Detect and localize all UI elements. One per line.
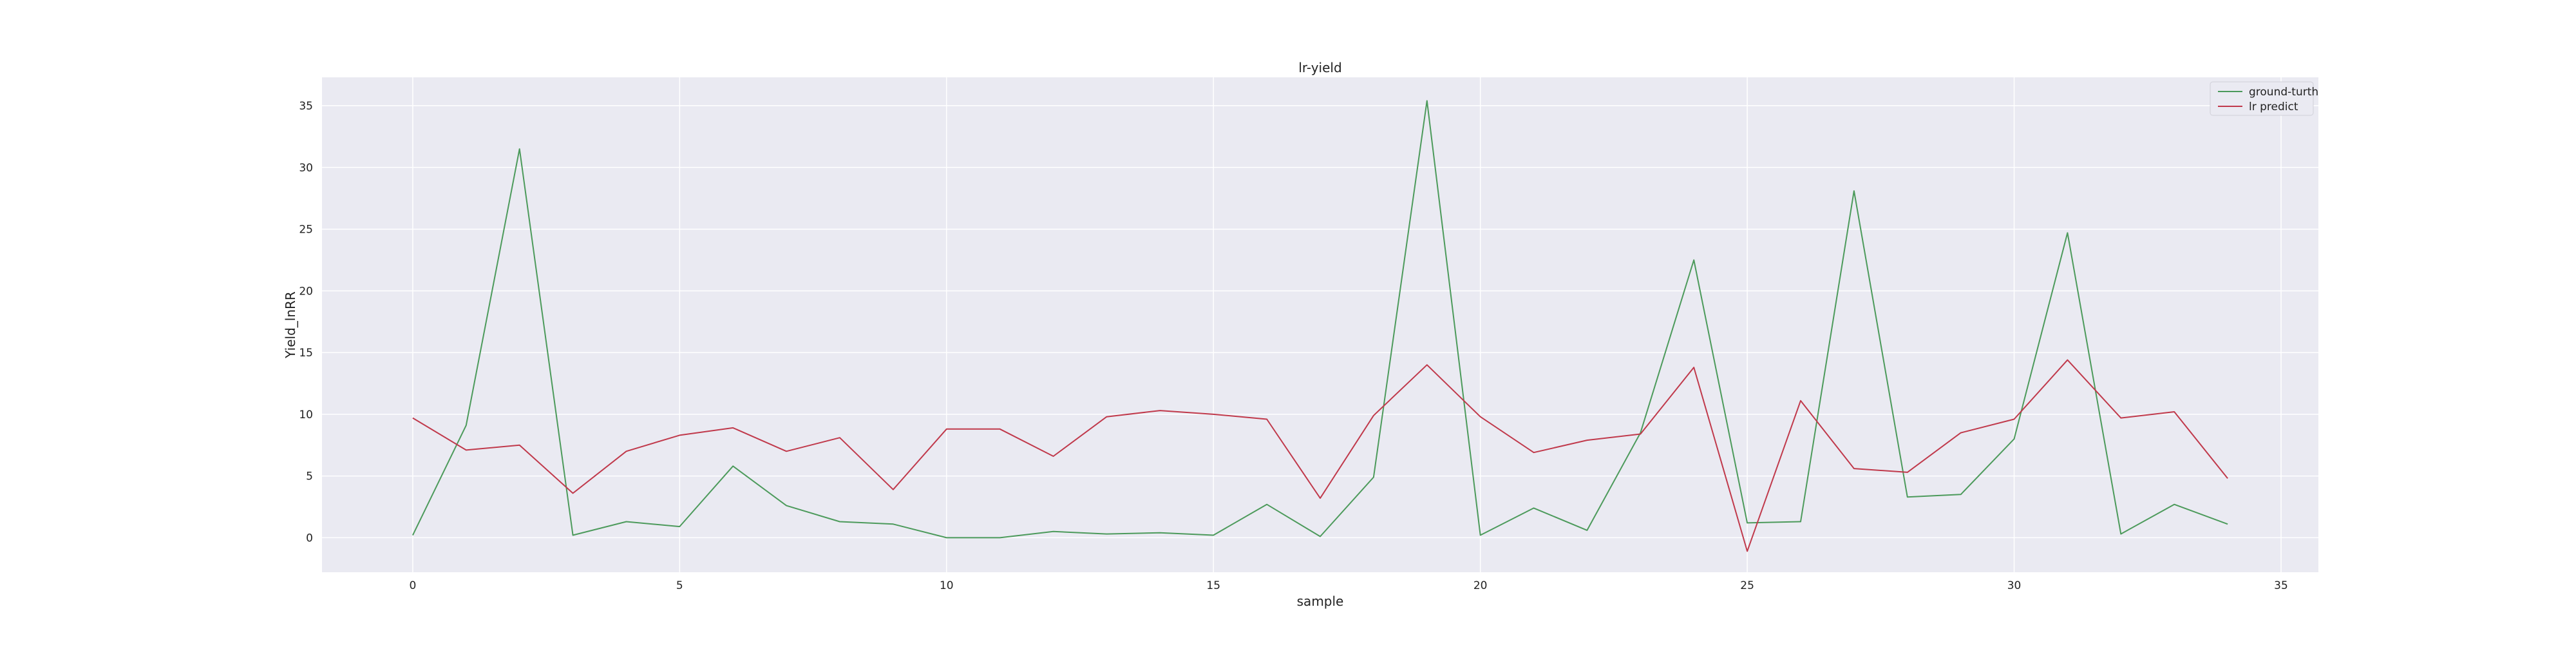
x-axis-label: sample [1297,594,1344,609]
y-tick-label: 30 [299,162,313,175]
y-tick-label: 5 [306,470,313,483]
x-tick-label: 20 [1473,579,1488,592]
y-tick-label: 35 [299,100,313,113]
legend: ground-turth lr predict [2210,81,2318,116]
x-tick-label: 5 [676,579,683,592]
legend-label-lr-predict: lr predict [2249,101,2298,113]
x-tick-label: 15 [1206,579,1220,592]
y-tick-label: 10 [299,409,313,421]
x-tick-label: 30 [2007,579,2022,592]
x-tick-label: 25 [1740,579,1754,592]
legend-label-ground-turth: ground-turth [2249,86,2318,99]
series-line-lr-predict [412,359,2228,552]
y-tick-label: 20 [299,285,313,298]
plot-background [322,77,2318,572]
y-tick-label: 15 [299,347,313,360]
series-line-ground-turth [412,100,2228,539]
x-tick-label: 0 [409,579,416,592]
series-layer [412,100,2228,552]
chart-title: lr-yield [1298,60,1341,75]
y-tick-label: 0 [306,532,313,545]
y-tick-label: 25 [299,224,313,237]
grid-layer [322,77,2318,572]
tick-layer: 0 5 10 15 20 25 30 35 0 5 10 15 20 25 30 35 [299,100,2287,592]
x-tick-label: 35 [2274,579,2288,592]
x-tick-label: 10 [940,579,954,592]
y-axis-label: Yield_lnRR [283,291,298,359]
